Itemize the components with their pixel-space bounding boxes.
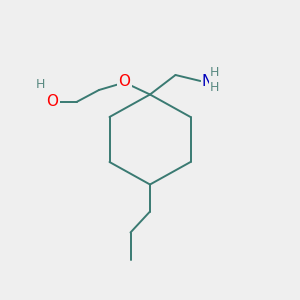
- Text: H: H: [36, 78, 45, 92]
- Text: N: N: [202, 74, 213, 88]
- Text: H: H: [210, 66, 220, 79]
- Text: O: O: [118, 74, 130, 88]
- Text: O: O: [46, 94, 58, 110]
- Text: H: H: [210, 81, 220, 94]
